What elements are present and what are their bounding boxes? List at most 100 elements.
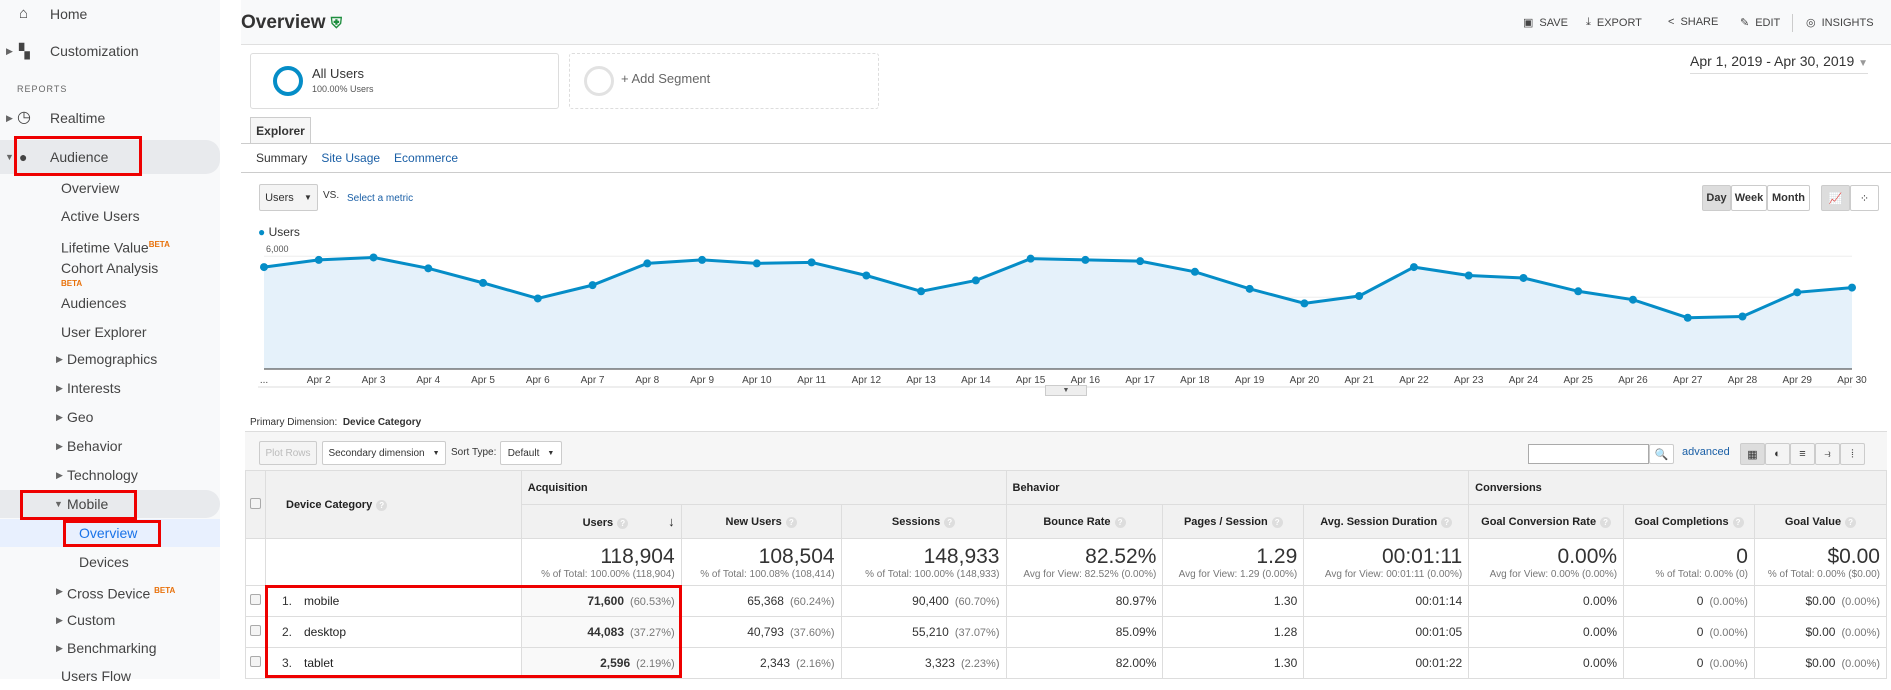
chart-collapse-handle[interactable]: ▼ [1045, 385, 1087, 396]
beta-badge: BETA [148, 240, 170, 249]
row-checkbox[interactable] [250, 625, 261, 636]
total-cell: 148,933% of Total: 100.00% (148,933) [840, 538, 1007, 586]
table-search-input[interactable] [1528, 444, 1649, 464]
sidebar-item-behavior[interactable]: ▶ Behavior [56, 438, 123, 454]
subtab-site-usage[interactable]: Site Usage [321, 151, 381, 165]
granularity-month[interactable]: Month [1767, 185, 1810, 211]
sort-type-dropdown[interactable]: Default ▼ [500, 441, 562, 465]
date-range-picker[interactable]: Apr 1, 2019 - Apr 30, 2019 ▼ [1690, 53, 1869, 74]
shield-check-icon: ⛨ [330, 15, 343, 32]
data-point [588, 281, 597, 290]
plot-rows-button[interactable]: Plot Rows [259, 441, 317, 465]
x-tick-label: Apr 13 [906, 375, 936, 386]
x-tick-label: Apr 4 [416, 375, 440, 386]
sidebar-item-cohort-analysis[interactable]: Cohort Analysis BETA [61, 260, 159, 288]
help-icon: ? [944, 516, 956, 528]
x-tick-label: Apr 25 [1563, 375, 1593, 386]
sidebar-item-home[interactable]: ⌂ Home [0, 0, 220, 28]
data-point [1738, 312, 1747, 321]
x-tick-label: Apr 28 [1728, 375, 1758, 386]
insights-button[interactable]: ◎ INSIGHTS [1806, 16, 1874, 30]
x-tick-label: Apr 23 [1454, 375, 1484, 386]
sidebar-item-audience[interactable]: ▼ ● Audience [0, 140, 220, 174]
save-button[interactable]: ▣ SAVE [1523, 16, 1568, 30]
data-point [1081, 255, 1090, 264]
column-header[interactable]: Avg. Session Duration? [1303, 504, 1470, 539]
granularity-week[interactable]: Week [1731, 185, 1767, 211]
sidebar-item-cross-device[interactable]: ▶ Cross Device BETA [56, 585, 176, 602]
column-header[interactable]: Goal Completions? [1623, 504, 1755, 539]
total-cell: 108,504% of Total: 100.08% (108,414) [680, 538, 842, 586]
sidebar: ⌂ Home ▶ ▚ Customization REPORTS ▶ ◷ Realtime… [0, 0, 220, 684]
x-tick-label: Apr 29 [1783, 375, 1813, 386]
select-metric-link[interactable]: Select a metric [347, 193, 414, 204]
sidebar-item-audiences[interactable]: Audiences [61, 295, 127, 311]
x-tick-label: Apr 6 [526, 375, 550, 386]
sidebar-item-demographics[interactable]: ▶ Demographics [56, 351, 158, 367]
edit-button[interactable]: ✎ EDIT [1740, 16, 1781, 30]
tab-explorer[interactable]: Explorer [250, 117, 311, 144]
row-checkbox[interactable] [250, 656, 261, 667]
advanced-link[interactable]: advanced [1682, 446, 1730, 458]
performance-view-icon[interactable]: ≡ [1790, 443, 1815, 465]
row-checkbox[interactable] [250, 594, 261, 605]
column-header[interactable]: Goal Value? [1753, 504, 1888, 539]
granularity-day[interactable]: Day [1702, 185, 1731, 211]
secondary-dimension-dropdown[interactable]: Secondary dimension ▼ [322, 441, 446, 465]
data-point [1464, 271, 1473, 280]
metric-dropdown[interactable]: Users ▼ [259, 184, 318, 211]
search-icon[interactable]: 🔍 [1649, 444, 1674, 464]
sidebar-item-technology[interactable]: ▶ Technology [56, 467, 138, 483]
device-link[interactable]: desktop [304, 625, 347, 639]
sidebar-item-user-explorer[interactable]: User Explorer [61, 324, 147, 340]
column-header[interactable]: Sessions? [840, 504, 1007, 539]
comparison-view-icon[interactable]: ⥽ [1815, 443, 1840, 465]
share-button[interactable]: < SHARE [1668, 16, 1719, 28]
sidebar-item-devices[interactable]: Devices [79, 554, 129, 570]
data-point [917, 287, 926, 296]
column-header[interactable]: Pages / Session? [1162, 504, 1305, 539]
device-link[interactable]: tablet [304, 656, 334, 670]
data-point [752, 259, 761, 268]
device-link[interactable]: mobile [304, 594, 340, 608]
chevron-down-icon: ▼ [1858, 58, 1869, 69]
add-segment-button[interactable]: + Add Segment [569, 53, 879, 109]
column-header[interactable]: New Users? [680, 504, 842, 539]
x-tick-label: Apr 30 [1837, 375, 1867, 386]
data-point [862, 271, 871, 280]
x-tick-label: Apr 9 [690, 375, 714, 386]
column-header[interactable]: Goal Conversion Rate? [1468, 504, 1625, 539]
export-button[interactable]: ⤓ EXPORT [1586, 16, 1642, 29]
x-tick-label: Apr 12 [852, 375, 882, 386]
total-cell: 1.29 Avg for View: 1.29 (0.00%) [1162, 538, 1305, 586]
sidebar-item-custom[interactable]: ▶ Custom [56, 612, 116, 628]
sidebar-item-active-users[interactable]: Active Users [61, 208, 140, 224]
dimension-header[interactable]: Device Category? [265, 470, 522, 539]
motion-chart-icon[interactable]: ⁘ [1850, 185, 1879, 211]
sidebar-item-mobile-overview[interactable]: Overview [0, 519, 220, 547]
table-view-icon[interactable]: ▦ [1740, 443, 1765, 465]
segment-all-users[interactable]: All Users 100.00% Users [250, 53, 559, 109]
sidebar-item-realtime[interactable]: ▶ ◷ Realtime [0, 104, 220, 132]
sidebar-item-interests[interactable]: ▶ Interests [56, 380, 121, 396]
select-all-checkbox[interactable] [250, 497, 261, 509]
subtab-summary[interactable]: Summary [256, 151, 308, 165]
sidebar-item-customization[interactable]: ▶ ▚ Customization [0, 37, 220, 65]
term-cloud-view-icon[interactable]: ⦙ [1840, 443, 1865, 465]
column-header[interactable]: Bounce Rate? [1005, 504, 1164, 539]
subtab-ecommerce[interactable]: Ecommerce [394, 151, 459, 165]
sidebar-item-benchmarking[interactable]: ▶ Benchmarking [56, 640, 157, 656]
total-cell: 0.00% Avg for View: 0.00% (0.00%) [1468, 538, 1625, 586]
home-icon: ⌂ [19, 5, 29, 22]
line-chart-icon[interactable]: 📈 [1821, 185, 1850, 211]
sidebar-item-lifetime-value[interactable]: Lifetime ValueBETA [61, 239, 170, 256]
save-icon: ▣ [1523, 17, 1534, 29]
total-cell: $0.00% of Total: 0.00% ($0.00) [1753, 538, 1888, 586]
sidebar-item-audience-overview[interactable]: Overview [61, 180, 120, 196]
sidebar-item-mobile[interactable]: ▼ Mobile [0, 490, 220, 518]
pie-view-icon[interactable]: ◐ [1765, 443, 1790, 465]
sidebar-item-geo[interactable]: ▶ Geo [56, 409, 94, 425]
total-cell: 00:01:11 Avg for View: 00:01:11 (0.00%) [1303, 538, 1470, 586]
column-header[interactable]: Users? ↓ [520, 504, 682, 539]
sidebar-item-users-flow[interactable]: Users Flow [61, 668, 132, 684]
